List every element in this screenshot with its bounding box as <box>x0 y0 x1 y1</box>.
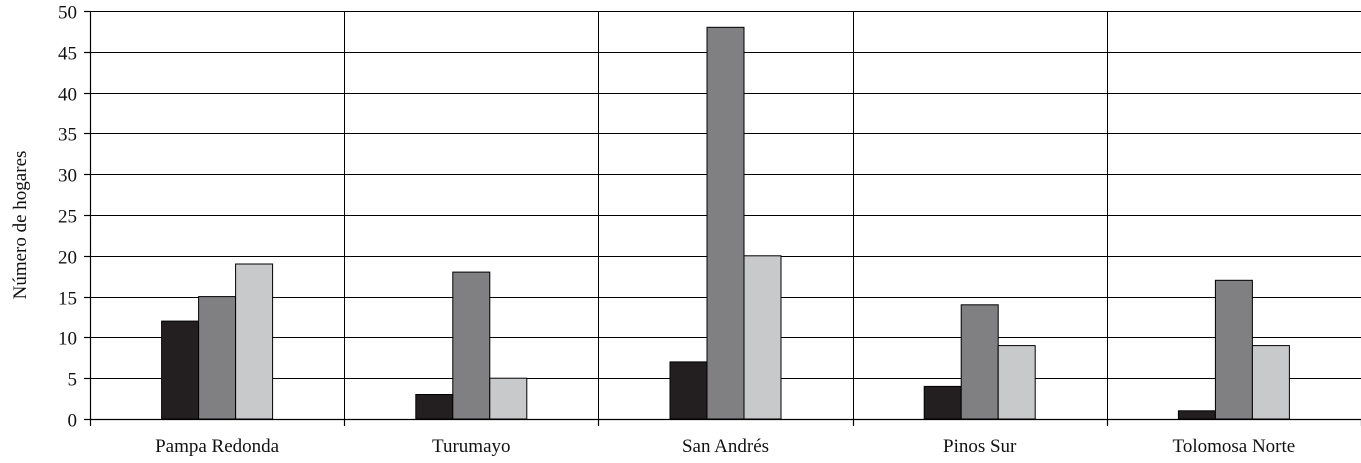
y-tick-label: 15 <box>58 289 77 310</box>
bar-pampa-redonda-series-2 <box>198 296 237 420</box>
bar-san-andrés-series-1 <box>669 361 708 420</box>
y-tick-label: 25 <box>58 207 77 228</box>
bar-san-andrés-series-3 <box>743 255 782 420</box>
x-category-label: Pinos Sur <box>943 436 1017 457</box>
x-axis-category-labels: Pampa Redonda Turumayo San Andrés Pinos Sur… <box>155 436 1295 457</box>
y-tick-label: 10 <box>58 329 77 350</box>
bar-pampa-redonda-series-3 <box>235 263 274 420</box>
y-tick-label: 35 <box>58 125 77 146</box>
bar-turumayo-series-3 <box>489 377 528 420</box>
bar-san-andrés-series-2 <box>706 26 745 420</box>
bar-pinos-sur-series-2 <box>960 304 999 420</box>
bar-tolomosa-norte-series-1 <box>1177 410 1216 420</box>
bar-tolomosa-norte-series-3 <box>1251 345 1290 420</box>
bar-turumayo-series-1 <box>415 394 454 420</box>
x-category-label: Tolomosa Norte <box>1173 436 1296 457</box>
y-tick-label: 45 <box>58 44 77 65</box>
y-tick-label: 20 <box>58 248 77 269</box>
x-category-label: San Andrés <box>682 436 769 457</box>
bar-pinos-sur-series-3 <box>997 345 1036 420</box>
bar-turumayo-series-2 <box>452 271 491 420</box>
y-tick-label: 5 <box>68 370 78 391</box>
bar-pampa-redonda-series-1 <box>161 320 200 420</box>
axes <box>84 10 1361 426</box>
y-axis-tick-labels: 0 5 10 15 20 25 30 35 40 45 50 <box>58 3 77 432</box>
y-tick-label: 50 <box>58 3 77 24</box>
bar-tolomosa-norte-series-2 <box>1214 279 1253 420</box>
bar-pinos-sur-series-1 <box>923 385 962 420</box>
y-tick-label: 30 <box>58 166 77 187</box>
x-category-label: Turumayo <box>432 436 510 457</box>
y-axis-title: Número de hogares <box>10 151 31 300</box>
bars <box>161 26 1290 420</box>
y-tick-label: 0 <box>68 411 78 432</box>
y-tick-label: 40 <box>58 85 77 106</box>
x-category-label: Pampa Redonda <box>155 436 280 457</box>
